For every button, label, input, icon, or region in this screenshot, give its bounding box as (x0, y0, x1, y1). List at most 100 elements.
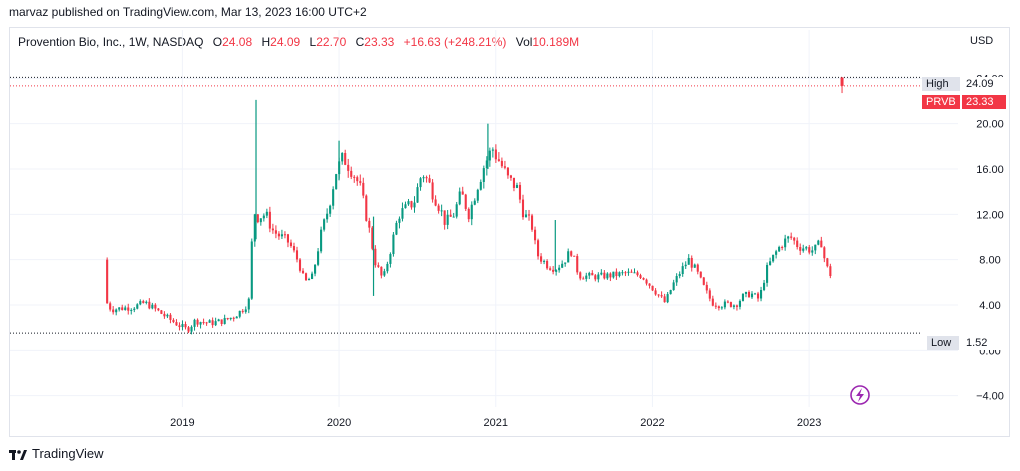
candle-body (154, 304, 157, 309)
candle-body (509, 175, 512, 178)
candle-body (669, 290, 672, 295)
candle-body (353, 176, 356, 178)
candle-body (527, 214, 531, 216)
high-tag-value: 24.09 (962, 77, 1006, 91)
candle-body (166, 314, 169, 317)
candle-body (699, 271, 702, 278)
candle-body (494, 149, 497, 160)
candle-body (582, 278, 585, 280)
candle-body (482, 168, 485, 182)
candle-body (398, 218, 401, 223)
candle-body (549, 268, 552, 270)
candle-body (775, 251, 778, 255)
candle-body (404, 204, 407, 209)
symbol-name[interactable]: Provention Bio, Inc., 1W, NASDAQ (18, 35, 204, 49)
candle-body (829, 266, 832, 276)
candle-body (570, 251, 573, 256)
candle-body (202, 322, 205, 324)
candle-body (172, 319, 175, 323)
candle-body (585, 275, 588, 279)
candle-body (802, 248, 805, 251)
candle-body (443, 210, 446, 225)
candle-body (292, 246, 296, 251)
y-tick-label: 16.00 (976, 164, 1004, 176)
candle-body (642, 278, 645, 280)
candle-body (591, 272, 594, 276)
candle-body (675, 276, 678, 283)
candle-body (720, 307, 723, 309)
candle-body (419, 178, 422, 188)
candle-body (540, 256, 543, 262)
candle-body (781, 247, 784, 249)
candle-body (286, 234, 290, 243)
footer-brand[interactable]: TradingView (9, 446, 104, 461)
candle-body (823, 247, 826, 259)
candle-body (624, 272, 627, 274)
candle-body (588, 272, 591, 276)
candle-body (356, 177, 359, 182)
candle-body (184, 324, 187, 328)
candle-body (753, 293, 757, 295)
high-value: 24.09 (270, 35, 301, 49)
x-tick-label: 2019 (170, 417, 194, 429)
candle-body (543, 260, 546, 262)
candle-body (606, 273, 609, 279)
candle-body (603, 272, 606, 279)
candle-body (609, 273, 612, 278)
candle-body (811, 250, 814, 253)
candle-body (106, 259, 109, 304)
candle-body (461, 191, 464, 195)
candle-body (497, 159, 500, 161)
candle-body (458, 191, 461, 205)
candle-body (368, 220, 371, 228)
candle-body (163, 313, 166, 317)
candle-body (175, 322, 178, 326)
candle-body (208, 320, 211, 323)
candle-body (178, 325, 181, 328)
candle-body (726, 301, 729, 303)
candle-body (187, 327, 190, 332)
candle-body (573, 255, 576, 257)
candle-body (729, 302, 732, 307)
candle-body (109, 303, 112, 310)
candle-body (311, 273, 314, 279)
candle-body (681, 266, 684, 275)
candle-body (362, 182, 365, 196)
candle-body (148, 301, 151, 309)
candle-body (449, 214, 452, 217)
candle-body (533, 229, 537, 241)
candle-body (365, 195, 368, 221)
candle-body (639, 275, 642, 279)
candle-body (118, 307, 121, 310)
candle-body (127, 307, 130, 311)
candle-body (304, 273, 308, 281)
candle-body (708, 290, 711, 299)
candle-body (238, 310, 241, 317)
high-tag-label: High (922, 77, 960, 91)
candle-body (467, 208, 470, 220)
currency-label[interactable]: USD (970, 35, 994, 47)
lightning-badge-icon[interactable] (850, 385, 870, 405)
candle-body (425, 177, 428, 179)
candle-body (247, 298, 250, 310)
candle-body (280, 234, 283, 237)
candle-body (524, 214, 528, 218)
y-tick-label: −4.00 (976, 391, 1004, 403)
candle-body (476, 189, 479, 201)
candle-body (295, 250, 299, 260)
low-label: L (309, 35, 317, 49)
candle-body (512, 177, 516, 188)
candle-body (169, 314, 172, 320)
candle-body (799, 247, 802, 251)
candle-body (488, 150, 491, 161)
last-price-tag: 23.33 (962, 95, 1006, 109)
candle-body (259, 218, 262, 223)
candle-body (750, 293, 754, 298)
chart-frame[interactable] (9, 27, 1010, 437)
y-tick-label: 12.00 (976, 209, 1004, 221)
candle-body (778, 247, 781, 252)
candle-body (121, 307, 124, 310)
candle-body (744, 291, 748, 294)
candle-body (515, 184, 519, 188)
